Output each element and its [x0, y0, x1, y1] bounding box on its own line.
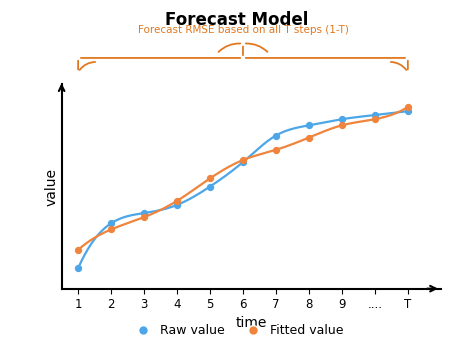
Text: Forecast Model: Forecast Model: [165, 11, 309, 29]
Point: [404, 104, 411, 110]
Point: [371, 112, 379, 118]
Point: [206, 184, 214, 189]
Legend: Raw value, Fitted value: Raw value, Fitted value: [126, 319, 348, 342]
Text: Forecast RMSE based on all T steps (1-T): Forecast RMSE based on all T steps (1-T): [137, 25, 348, 36]
Y-axis label: value: value: [45, 168, 59, 206]
Point: [140, 210, 148, 216]
Point: [338, 122, 346, 128]
Point: [305, 122, 313, 128]
X-axis label: time: time: [236, 315, 267, 329]
Point: [74, 247, 82, 253]
Point: [272, 147, 280, 153]
Point: [272, 133, 280, 138]
Point: [206, 176, 214, 181]
Point: [140, 214, 148, 220]
Point: [107, 220, 115, 226]
Point: [404, 108, 411, 114]
Point: [173, 202, 181, 208]
Point: [74, 265, 82, 271]
Point: [239, 159, 247, 165]
Point: [371, 117, 379, 122]
Point: [173, 198, 181, 204]
Point: [338, 117, 346, 122]
Point: [239, 157, 247, 163]
Point: [305, 135, 313, 140]
Point: [107, 227, 115, 232]
